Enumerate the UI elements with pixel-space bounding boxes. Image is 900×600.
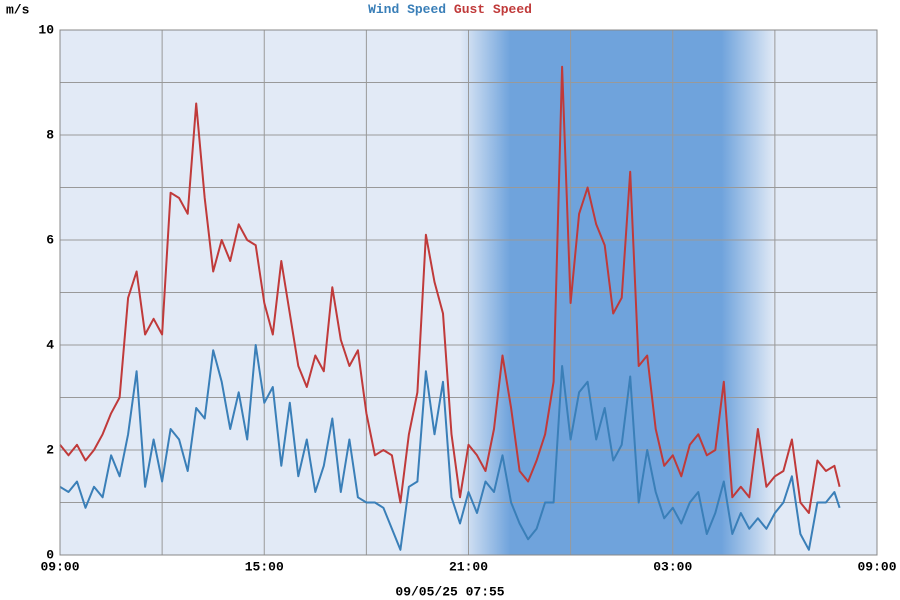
x-tick-label: 03:00 [653,559,692,574]
timestamp: 09/05/25 07:55 [395,584,504,599]
y-axis-label: m/s [6,2,30,17]
y-tick-label: 4 [46,337,54,352]
x-tick-label: 09:00 [40,559,79,574]
y-tick-label: 0 [46,547,54,562]
legend-entry: Wind Speed [368,2,446,17]
y-tick-label: 8 [46,127,54,142]
legend-entry: Gust Speed [454,2,532,17]
series-line [59,344,841,551]
x-tick-label: 21:00 [449,559,488,574]
x-tick-label: 09:00 [857,559,896,574]
plot-border [59,29,878,556]
series-line [59,65,841,514]
x-tick-label: 15:00 [245,559,284,574]
y-tick-label: 10 [38,22,54,37]
y-tick-label: 2 [46,442,54,457]
legend: Wind Speed Gust Speed [368,2,532,17]
y-tick-label: 6 [46,232,54,247]
